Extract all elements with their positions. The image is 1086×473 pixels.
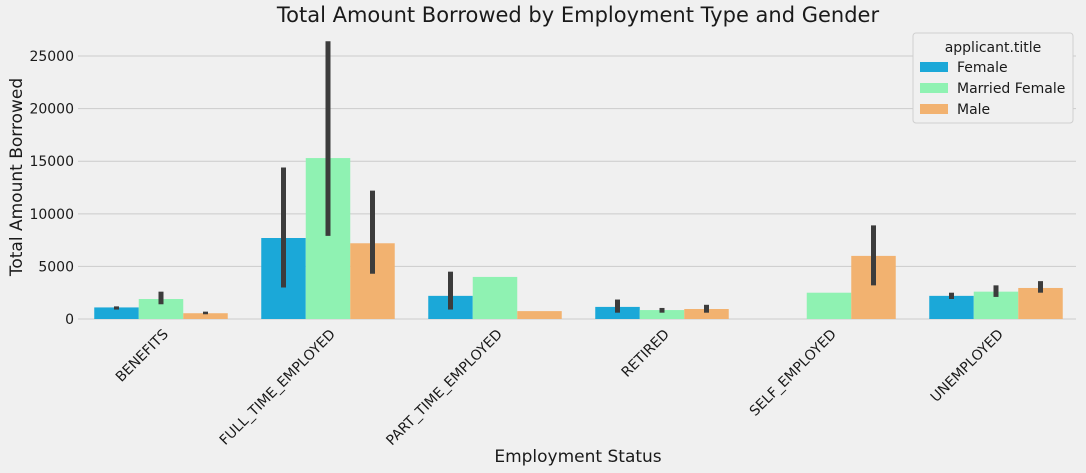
bar (929, 295, 974, 319)
bar (517, 311, 562, 319)
legend: applicant.title Female Married Female Male (912, 32, 1074, 124)
legend-swatch (920, 62, 948, 72)
bar (94, 307, 139, 319)
legend-title: applicant.title (945, 40, 1042, 56)
legend-label: Married Female (957, 81, 1065, 97)
bar (183, 313, 228, 319)
bar (472, 276, 518, 319)
x-tick-label: FULL_TIME_EMPLOYED (217, 327, 339, 449)
legend-swatch (920, 83, 948, 93)
legend-label: Male (957, 102, 990, 118)
bars (94, 158, 1063, 319)
bar (684, 309, 729, 319)
x-tick-label: PART_TIME_EMPLOYED (383, 327, 505, 449)
x-tick-label: RETIRED (619, 327, 673, 381)
x-tick-label: SELF_EMPLOYED (747, 327, 840, 420)
x-axis-ticks: BENEFITS FULL_TIME_EMPLOYED PART_TIME_EMPL… (113, 326, 1007, 448)
grid-lines (78, 55, 1076, 320)
x-axis-label: Employment Status (494, 447, 661, 467)
y-tick-label: 15000 (29, 154, 74, 170)
bar (138, 299, 184, 319)
chart-title: Total Amount Borrowed by Employment Type… (276, 3, 880, 27)
bar (1018, 287, 1063, 319)
legend-swatch (920, 104, 948, 114)
y-axis-ticks: 0 5000 10000 15000 20000 25000 (29, 49, 74, 328)
y-tick-label: 10000 (29, 207, 74, 223)
bar (639, 310, 685, 319)
error-bars (114, 41, 1043, 315)
legend-frame (912, 32, 1074, 124)
y-tick-label: 25000 (29, 49, 74, 65)
legend-items: Female Married Female Male (920, 60, 1065, 118)
y-tick-label: 0 (65, 312, 74, 328)
y-tick-label: 20000 (29, 102, 74, 118)
y-axis-label: Total Amount Borrowed (7, 78, 27, 277)
bar (595, 306, 640, 319)
x-tick-label: UNEMPLOYED (928, 327, 1007, 406)
y-tick-label: 5000 (38, 259, 74, 275)
x-tick-label: BENEFITS (113, 326, 172, 385)
bar (806, 292, 852, 319)
legend-label: Female (957, 60, 1008, 76)
